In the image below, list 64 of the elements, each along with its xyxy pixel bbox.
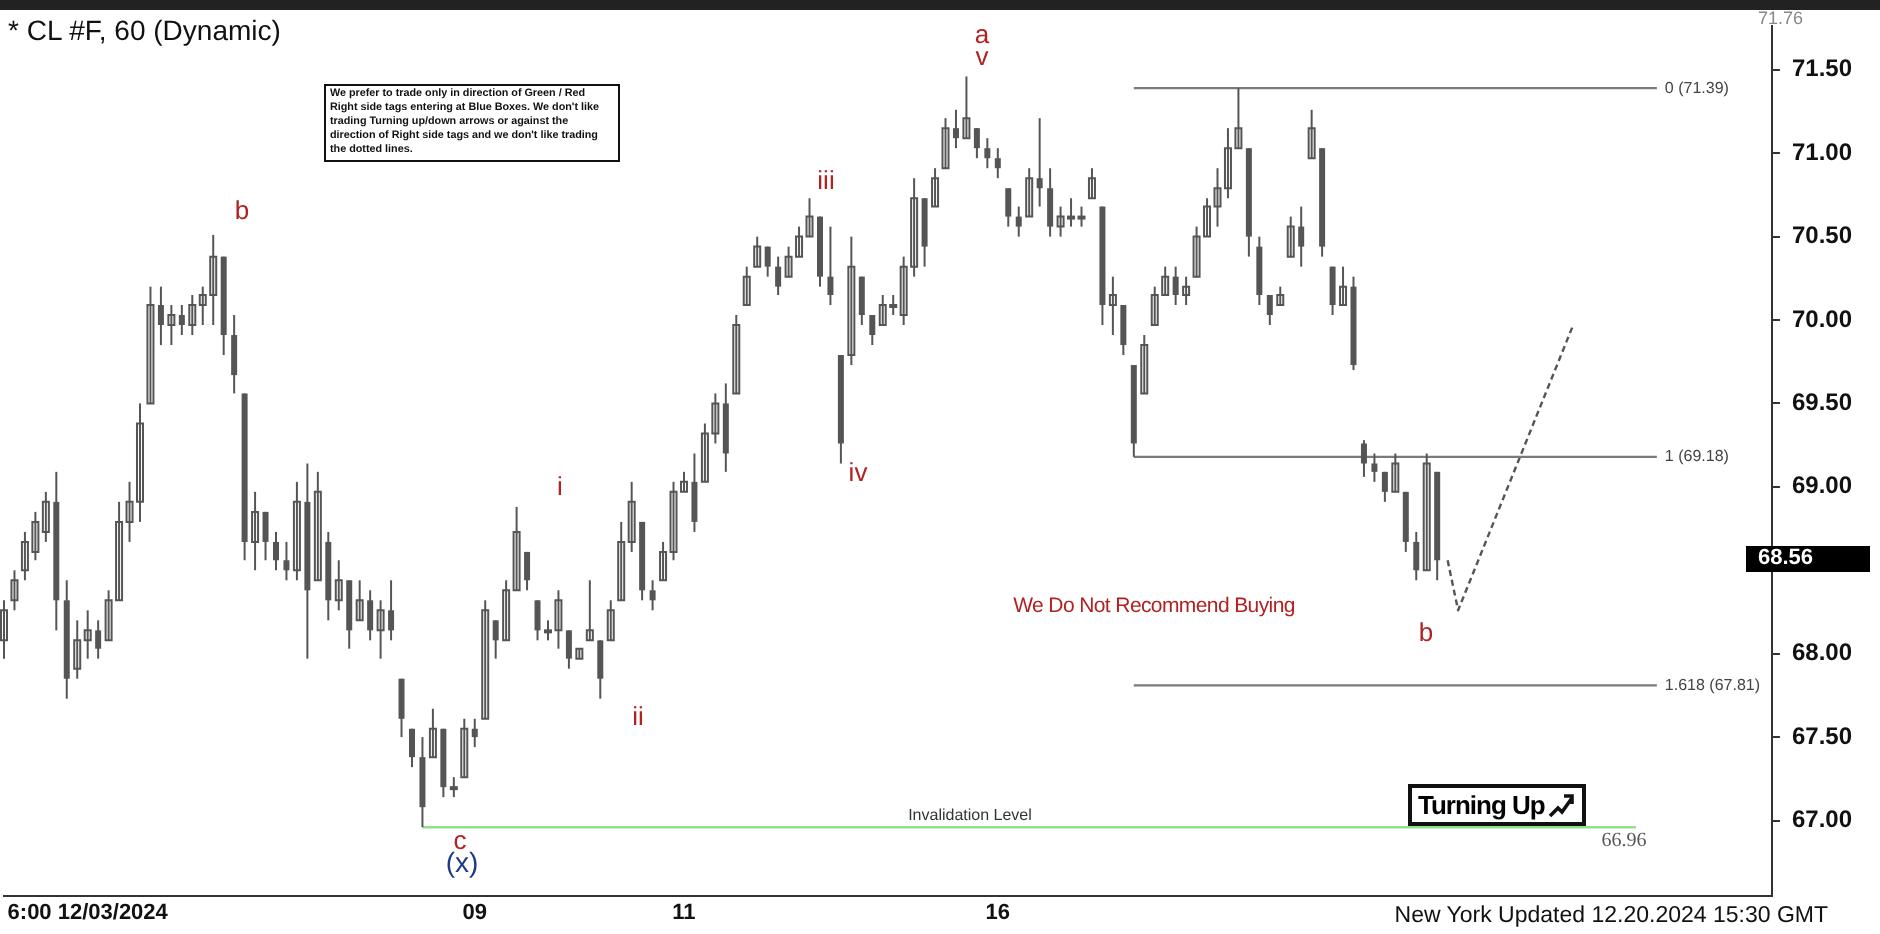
chart-title: * CL #F, 60 (Dynamic): [8, 14, 281, 46]
candlestick: [1360, 439, 1367, 478]
candlestick: [262, 510, 269, 562]
annotation: We Do Not Recommend Buying: [1013, 593, 1295, 618]
candlestick: [1087, 167, 1096, 200]
annotation: iii: [817, 165, 835, 195]
candlestick: [606, 599, 615, 642]
candlestick: [146, 285, 155, 405]
y-tick-label: 71.50: [1791, 54, 1853, 83]
x-tick-label: 09: [462, 900, 487, 925]
y-tick-label: 69.50: [1791, 388, 1853, 417]
candlestick: [973, 127, 980, 160]
candlestick: [481, 599, 490, 720]
candlestick: [764, 245, 771, 278]
candlestick: [471, 717, 478, 749]
y-tick-label: 67.50: [1791, 721, 1853, 750]
series-label: 1 (69.18): [1664, 447, 1730, 466]
candlestick: [827, 225, 834, 307]
annotation: c: [453, 825, 467, 855]
candlestick: [283, 540, 290, 582]
y-tick-label: 70.50: [1791, 221, 1853, 250]
candlestick: [753, 235, 762, 268]
candlestick: [449, 776, 458, 799]
y-tick-label: 69.00: [1791, 471, 1853, 500]
candlestick: [742, 265, 751, 307]
x-tick-label: 6:00 12/03/2024: [7, 900, 170, 925]
annotation: 66.96: [1601, 830, 1647, 852]
annotation: iv: [848, 457, 868, 487]
candlestick: [1371, 452, 1378, 483]
candlestick: [858, 275, 865, 327]
candlestick: [732, 314, 741, 395]
candlestick: [994, 147, 1001, 180]
annotation: Turning Up: [1418, 790, 1545, 820]
annotation: b: [234, 195, 250, 225]
candlestick: [10, 569, 19, 612]
candlestick: [272, 530, 279, 572]
x-tick-label: 16: [985, 900, 1011, 925]
annotation: b: [1418, 617, 1434, 647]
candlestick: [231, 314, 238, 395]
x-tick-label: 11: [672, 900, 696, 925]
y-tick-label: 71.00: [1791, 137, 1853, 166]
candlestick: [649, 579, 656, 612]
annotation: Invalidation Level: [908, 806, 1032, 824]
candlestick: [460, 717, 469, 779]
candlestick: [408, 727, 415, 769]
candlestick: [1047, 167, 1054, 238]
series-label: 0 (71.39): [1664, 78, 1730, 97]
text: New York Updated 12.20.2024 15:30 GMT: [1394, 904, 1828, 928]
annotation: ii: [632, 701, 644, 731]
annotation: i: [557, 471, 563, 501]
y-tick-label: 67.00: [1791, 805, 1853, 834]
series-label: 1.618 (67.81): [1664, 675, 1761, 694]
candlestick: [775, 255, 782, 296]
candlestick: [1413, 530, 1420, 582]
y-tick-label: 70.00: [1791, 304, 1853, 333]
candlestick: [869, 314, 876, 347]
annotation: 71.76: [1758, 8, 1804, 28]
candlestick: [0, 599, 8, 660]
candlestick: [398, 677, 405, 739]
candlestick: [1005, 187, 1012, 228]
candlestick: [984, 137, 991, 170]
annotation: 68.56: [1758, 546, 1814, 570]
y-tick-label: 68.00: [1791, 638, 1853, 667]
candlestick: [1036, 117, 1043, 208]
